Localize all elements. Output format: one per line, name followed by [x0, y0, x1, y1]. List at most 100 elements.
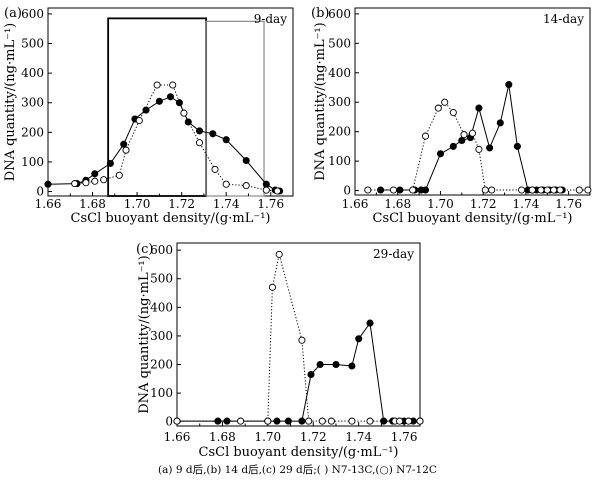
panel-a-x-tick-label: 1.70 [124, 197, 151, 211]
panel-c-series-filled-line [177, 321, 420, 422]
panel-a-point-open [262, 186, 270, 194]
panel-a-series-filled-line [47, 96, 280, 192]
panel-b-point-filled [377, 186, 385, 194]
panel-b-y-tick-label: 0 [343, 184, 351, 198]
panel-b-point-filled [475, 104, 483, 112]
panel-b: 0 100 200 300 400 500 600 1.66 1.68 1.70 1.72 1.74 1… [311, 6, 592, 226]
panel-c-point-filled [380, 417, 388, 425]
panel-a-point-filled [106, 159, 114, 167]
panel-b-day-annotation: 14-day [543, 12, 584, 26]
panel-b-point-open [389, 186, 398, 194]
panel-c-point-open [327, 417, 335, 425]
panel-b-point-filled [486, 144, 494, 152]
panel-b-point-open [543, 186, 551, 194]
panel-a-point-open [100, 176, 108, 184]
panel-b-point-filled [505, 81, 513, 89]
panel-b-point-open [518, 186, 526, 194]
panel-a-point-open [115, 171, 123, 179]
panel-a-point-filled [209, 130, 217, 138]
panel-c-point-filled [316, 360, 324, 369]
panel-c-y-tick-label: 500 [150, 272, 173, 286]
panel-b-point-open [584, 186, 592, 194]
panel-c-point-open [318, 417, 326, 425]
panel-b-point-filled [513, 142, 521, 150]
panel-b-point-open [364, 186, 372, 194]
panel-c-point-filled [284, 417, 292, 425]
panel-b-point-open [468, 129, 477, 137]
panel-c-point-open [264, 417, 272, 425]
panel-c-point-open [268, 283, 276, 291]
panel-a-highlight-box [205, 20, 265, 197]
panel-b-point-open [460, 131, 468, 139]
panel-b-point-open [488, 186, 496, 194]
panel-a-point-open [242, 182, 250, 190]
panel-a-point-open [71, 180, 79, 188]
panel-c-point-open [348, 417, 356, 425]
panel-a-point-open [153, 81, 161, 89]
panel-c-y-tick-label: 100 [150, 386, 173, 400]
panel-a-point-open [169, 81, 177, 89]
panel-c-y-tick-label: 300 [150, 329, 173, 343]
panel-c-point-filled [214, 417, 222, 425]
panel-c: 0 100 200 300 400 500 600 1.66 1.68 1.70 1.72 1.74 1… [136, 242, 424, 460]
panel-a-y-tick-label: 100 [21, 155, 44, 169]
panel-b-point-filled [449, 142, 457, 150]
panel-c-point-filled [298, 417, 306, 425]
panel-c-point-open [275, 250, 283, 258]
panel-b-point-filled [458, 136, 466, 145]
panel-a-x-axis-title: CsCl buoyant density/(g·mL⁻¹) [71, 211, 271, 226]
panel-c-x-tick-label: 1.70 [254, 430, 281, 444]
panel-c-point-open [237, 417, 245, 425]
panel-c-x-tick-label: 1.68 [209, 430, 236, 444]
panel-a-day-annotation: 9-day [254, 12, 288, 26]
panel-b-y-tick-label: 600 [328, 7, 351, 21]
panel-c-point-filled [348, 362, 356, 370]
panel-a-x-tick-label: 1.68 [79, 197, 106, 211]
panel-a-point-filled [142, 106, 150, 114]
panel-c-point-open [396, 417, 404, 425]
panel-a-plot-frame [47, 7, 294, 197]
panel-a-point-filled [242, 156, 250, 165]
panel-b-x-tick-label: 1.70 [427, 197, 454, 211]
panel-c-y-tick-label: 200 [150, 358, 173, 372]
panel-c-x-tick-label: 1.66 [164, 430, 191, 444]
panel-a-x-tick-label: 1.74 [213, 197, 240, 211]
panel-c-point-open [305, 417, 313, 425]
panel-c-point-open [405, 417, 413, 425]
panel-c-x-axis-title: CsCl buoyant density/(g·mL⁻¹) [199, 445, 399, 460]
panel-c-point-open [173, 417, 181, 425]
panel-b-y-axis-title: DNA quantity/(ng·mL⁻¹) [313, 22, 328, 180]
panel-a-y-tick-label: 600 [21, 7, 44, 21]
panel-a-point-open [91, 177, 99, 185]
panel-b-y-tick-label: 300 [328, 95, 351, 109]
panel-b-point-open [481, 186, 489, 194]
panel-c-point-filled [273, 417, 281, 425]
panel-c-series-open-line [177, 254, 420, 422]
panel-b-point-filled [421, 186, 430, 194]
panel-c-y-tick-label: 400 [150, 300, 173, 314]
panel-a-point-open [82, 179, 90, 187]
panel-a-point-filled [262, 180, 270, 188]
panel-a-y-tick-label: 200 [21, 125, 44, 139]
panel-b-point-open [409, 186, 417, 194]
panel-b-x-axis-title: CsCl buoyant density/(g·mL⁻¹) [373, 211, 573, 226]
panel-c-plot-frame [176, 242, 421, 427]
panel-c-point-open [366, 417, 374, 425]
panel-a-y-axis-title: DNA quantity/(ng·mL⁻¹) [3, 23, 18, 181]
panel-a-y-tick-label: 0 [36, 185, 44, 199]
panel-a: 0 100 200 300 400 500 600 1.66 1.68 1.70 1.72 1.74 1… [3, 6, 294, 226]
panel-c-point-open [298, 336, 306, 344]
panel-b-x-tick-label: 1.76 [555, 197, 582, 211]
panel-c-day-annotation: 29-day [373, 247, 414, 261]
panel-b-x-tick-label: 1.68 [384, 197, 411, 211]
panel-c-point-filled [366, 319, 374, 327]
panel-a-point-open [135, 116, 143, 125]
panel-b-point-filled [496, 119, 504, 127]
panel-c-point-filled [355, 335, 363, 343]
panel-b-label: (b) [311, 6, 329, 21]
panel-a-point-filled [175, 99, 183, 107]
panel-b-x-tick-label: 1.74 [513, 197, 540, 211]
panel-b-point-open [421, 132, 430, 140]
panel-a-point-open [195, 139, 204, 147]
